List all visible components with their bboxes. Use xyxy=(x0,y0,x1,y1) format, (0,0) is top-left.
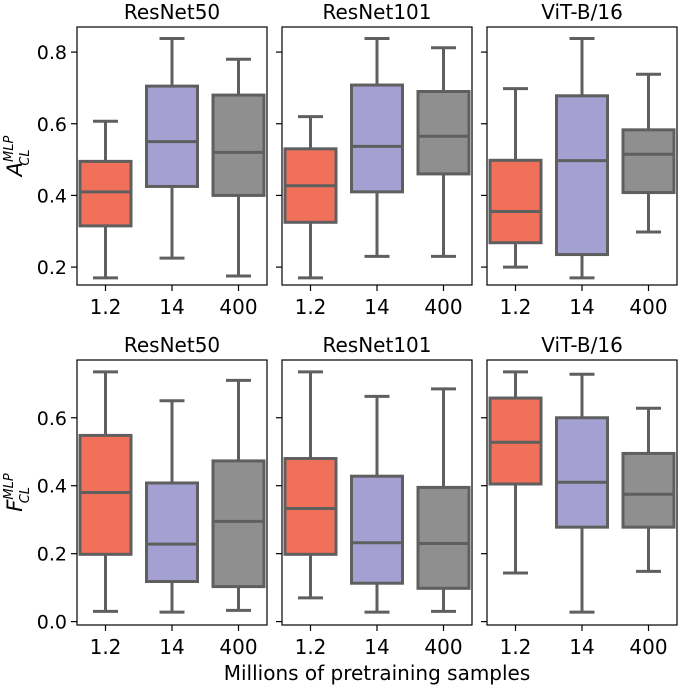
box-iqr xyxy=(621,451,676,529)
box-iqr xyxy=(145,481,199,584)
y-tick-label: 0.2 xyxy=(37,257,67,279)
y-axis-label: AMLPCL xyxy=(2,136,33,179)
x-tick-label: 400 xyxy=(629,635,667,659)
x-tick-label: 400 xyxy=(219,635,257,659)
box-iqr xyxy=(416,90,471,176)
y-tick-label: 0.2 xyxy=(37,544,67,566)
box-iqr xyxy=(211,459,266,589)
panel-title: ResNet101 xyxy=(322,333,431,357)
panel-title: ViT-B/16 xyxy=(541,0,623,24)
box-iqr xyxy=(145,84,199,188)
x-tick-label: 14 xyxy=(364,295,389,319)
x-tick-label: 14 xyxy=(159,295,184,319)
x-tick-label: 400 xyxy=(629,295,667,319)
box-iqr xyxy=(78,159,133,228)
box-iqr xyxy=(350,474,404,585)
box-iqr xyxy=(416,485,471,590)
box-iqr xyxy=(211,93,266,197)
y-tick-label: 0.6 xyxy=(37,408,67,430)
panel-title: ResNet101 xyxy=(322,0,431,24)
x-tick-label: 400 xyxy=(219,295,257,319)
y-tick-label: 0.8 xyxy=(37,42,67,64)
x-tick-label: 14 xyxy=(569,635,594,659)
box-iqr xyxy=(350,83,404,194)
x-tick-label: 14 xyxy=(569,295,594,319)
panel-title: ResNet50 xyxy=(124,0,220,24)
x-tick-label: 1.2 xyxy=(295,295,327,319)
x-axis-label: Millions of pretraining samples xyxy=(224,661,531,685)
x-tick-label: 1.2 xyxy=(90,635,122,659)
box-iqr xyxy=(78,433,133,556)
panel-title: ResNet50 xyxy=(124,333,220,357)
box-iqr xyxy=(621,128,676,195)
y-tick-label: 0.0 xyxy=(37,612,67,634)
x-tick-label: 14 xyxy=(364,635,389,659)
panel-title: ViT-B/16 xyxy=(541,333,623,357)
x-tick-label: 1.2 xyxy=(500,295,532,319)
x-tick-label: 14 xyxy=(159,635,184,659)
y-axis-label: FMLPCL xyxy=(2,473,33,512)
y-tick-label: 0.6 xyxy=(37,114,67,136)
x-tick-label: 1.2 xyxy=(90,295,122,319)
box-iqr xyxy=(555,416,609,529)
box-iqr xyxy=(488,158,543,245)
box-iqr xyxy=(283,457,338,556)
box-iqr xyxy=(555,94,609,257)
x-tick-label: 1.2 xyxy=(500,635,532,659)
y-tick-label: 0.4 xyxy=(37,185,67,207)
x-tick-label: 400 xyxy=(424,295,462,319)
x-tick-label: 400 xyxy=(424,635,462,659)
x-tick-label: 1.2 xyxy=(295,635,327,659)
y-tick-label: 0.4 xyxy=(37,476,67,498)
